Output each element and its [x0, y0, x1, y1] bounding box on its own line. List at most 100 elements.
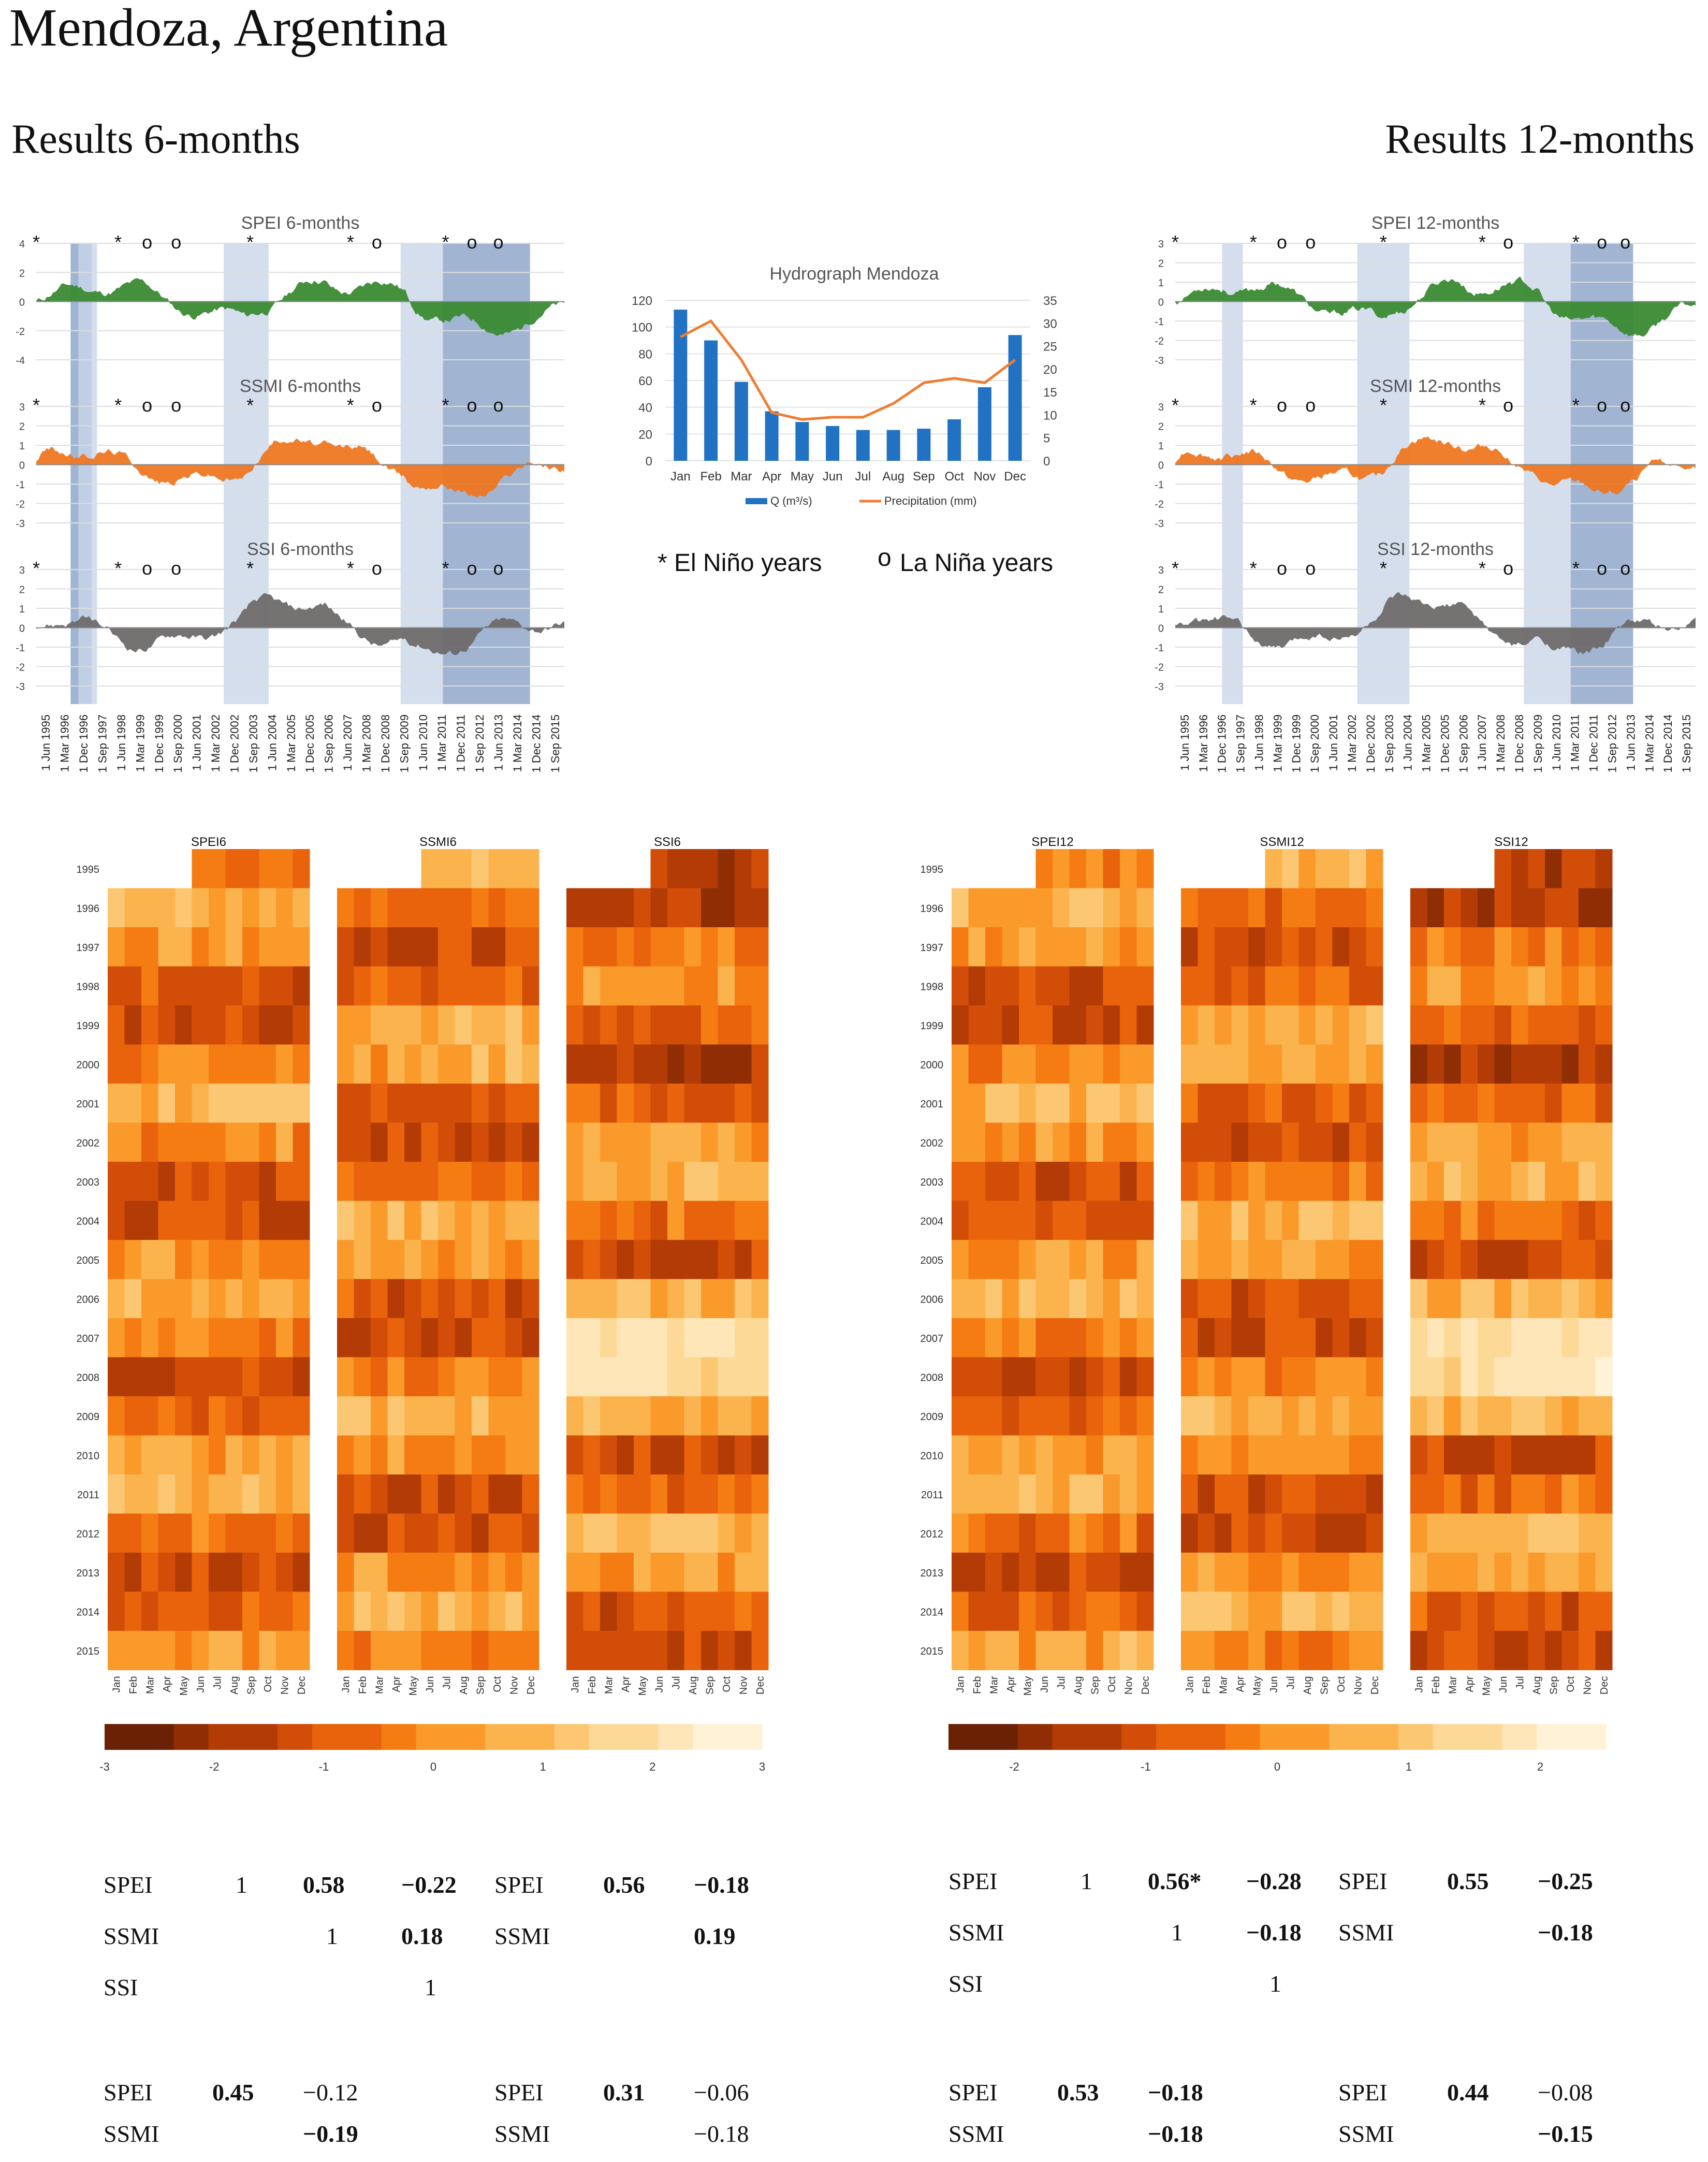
heatmap-cell [1545, 1162, 1562, 1201]
heatmap-cell [1366, 1591, 1383, 1631]
heatmap-cell [192, 1201, 209, 1240]
legend-swatch-discharge [746, 498, 767, 504]
month-tick-label: Mar [144, 1676, 156, 1694]
heatmap-cell [1561, 1513, 1579, 1553]
heatmap-cell [1035, 1474, 1053, 1514]
month-tick-label: Sep [1319, 1676, 1330, 1695]
heatmap-cell [1316, 1162, 1333, 1201]
lag-row-label: SPEI [1338, 2079, 1388, 2106]
heatmap-cell [1035, 849, 1053, 888]
heatmap-cell [472, 1553, 489, 1592]
heatmap-cell [985, 888, 1002, 928]
heatmap-cell [1366, 1044, 1383, 1084]
heatmap-cell [1366, 1318, 1383, 1357]
heatmap-cell [667, 1044, 684, 1084]
heatmap-cell [175, 1240, 192, 1279]
heatmap-cell [1561, 1318, 1579, 1357]
heatmap-cell [1248, 1201, 1265, 1240]
x-tick-label: 1 Dec 2014 [1661, 714, 1674, 773]
heatmap-cell [141, 1357, 158, 1397]
heatmap-cell [634, 1005, 651, 1045]
lag-value-cell: 1 [1081, 1868, 1092, 1894]
y-tick-label: 0 [19, 623, 25, 635]
heatmap-cell [1086, 1553, 1103, 1592]
heatmap-cell [1444, 1435, 1461, 1475]
heatmap-cell [488, 1240, 506, 1279]
heatmap-cell [1494, 849, 1512, 888]
heatmap-cell [108, 1396, 125, 1436]
heatmap-cell [684, 1631, 702, 1670]
heatmap-cell [684, 1435, 702, 1475]
heatmap-cell [1231, 1631, 1249, 1670]
heatmap-cell [650, 966, 668, 1006]
lag-value-cell: −0.25 [1538, 1868, 1593, 1894]
heatmap-cell [1545, 1357, 1562, 1397]
heatmap-cell [242, 1279, 259, 1319]
heatmap-cell [1478, 966, 1495, 1006]
left-axis-tick: 100 [632, 321, 652, 335]
heatmap-cell [522, 1240, 539, 1279]
heatmap-cell [1478, 888, 1495, 928]
heatmap-cell [438, 1201, 455, 1240]
year-label: 2006 [77, 1294, 100, 1305]
right-axis-tick: 15 [1043, 386, 1057, 400]
year-label: 1996 [77, 903, 100, 914]
heatmap-cell [1136, 1240, 1154, 1279]
year-label: 2003 [77, 1177, 100, 1188]
heatmap-cell [1120, 1084, 1137, 1123]
heatmap-cell [505, 1044, 522, 1084]
heatmap-cell [1215, 1318, 1232, 1357]
heatmap-cell [505, 1318, 522, 1357]
heatmap-cell [472, 1162, 489, 1201]
y-tick-label: -3 [16, 518, 25, 530]
heatmap-cell [1103, 1162, 1120, 1201]
heatmap-cell [566, 1553, 583, 1592]
month-tick-label: Apr [1235, 1676, 1246, 1692]
la-nina-marker: o [372, 231, 382, 253]
heatmap-cell [1298, 849, 1316, 888]
left-axis-tick: 40 [638, 401, 652, 415]
heatmap-cell [124, 1240, 142, 1279]
la-nina-marker: o [171, 395, 181, 416]
heatmap-cell [438, 1553, 455, 1592]
heatmap-cell [438, 888, 455, 928]
heatmap-cell [259, 1044, 276, 1084]
lag-row-label: SSMI [494, 1923, 550, 1949]
heatmap-cell [1069, 966, 1087, 1006]
heatmap-cell [1086, 888, 1103, 928]
heatmap-cell [1349, 966, 1366, 1006]
heatmap-cell [1086, 966, 1103, 1006]
x-tick-label: 1 Mar 2014 [1643, 714, 1656, 772]
y-tick-label: -2 [1155, 662, 1164, 674]
el-nino-marker: * [33, 395, 40, 416]
heatmap-cell [1561, 1084, 1579, 1123]
month-tick-label: May [178, 1676, 189, 1696]
lag-row-label: SSMI [104, 1923, 159, 1949]
heatmap-cell [421, 1318, 439, 1357]
heatmap-cell [522, 1122, 539, 1162]
month-tick-label: May [407, 1676, 419, 1696]
heatmap-cell [1103, 1279, 1120, 1319]
heatmap-cell [751, 1357, 769, 1397]
heatmap-cell [718, 1005, 735, 1045]
heatmap-cell [472, 1357, 489, 1397]
heatmap-cell [718, 1396, 735, 1436]
y-tick-label: -3 [1155, 681, 1164, 693]
la-nina-symbol: o [878, 544, 892, 572]
lag-value-cell: 1 [1171, 1919, 1183, 1946]
heatmap-cell [718, 1201, 735, 1240]
heatmap-cell [108, 1122, 125, 1162]
heatmap-cell [1215, 1553, 1232, 1592]
heatmap-cell [404, 1044, 421, 1084]
heatmap-cell [1298, 1396, 1316, 1436]
heatmap-cell [1316, 849, 1333, 888]
y-tick-label: -1 [1155, 479, 1164, 491]
heatmap-cell [1545, 966, 1562, 1006]
heatmap-cell [952, 1044, 969, 1084]
month-tick-label: Jun [425, 1676, 436, 1693]
y-tick-label: 2 [1158, 421, 1164, 433]
color-scale-segment [1502, 1724, 1537, 1750]
heatmap-cell [175, 927, 192, 967]
lag-value-cell: −0.18 [694, 1872, 749, 1898]
y-tick-label: 0 [1158, 460, 1164, 472]
